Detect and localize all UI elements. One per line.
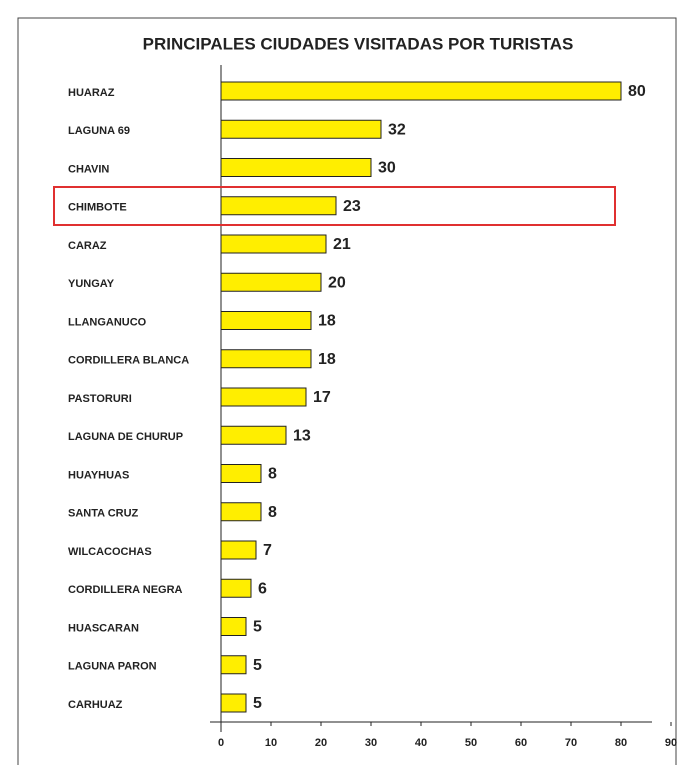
x-tick-label: 80	[615, 737, 627, 749]
bar	[220, 578, 252, 598]
bar	[220, 158, 372, 177]
value-label: 80	[628, 83, 646, 100]
bar	[220, 349, 312, 369]
bar	[220, 655, 247, 675]
bar	[220, 502, 262, 522]
x-tick-label: 20	[315, 737, 327, 749]
bar	[220, 234, 327, 254]
category-label: YUNGAY	[68, 278, 115, 290]
bar	[220, 387, 307, 407]
category-label: PASTORURI	[68, 393, 132, 405]
value-label: 18	[318, 351, 336, 368]
bar	[220, 693, 247, 713]
x-tick-label: 10	[265, 737, 277, 749]
value-label: 5	[253, 657, 262, 674]
category-label: LLANGANUCO	[68, 316, 147, 328]
value-label: 23	[343, 198, 361, 215]
category-label: LAGUNA DE CHURUP	[68, 431, 183, 443]
category-label: SANTA CRUZ	[68, 508, 139, 520]
value-label: 5	[253, 695, 262, 712]
bar	[220, 81, 622, 101]
x-tick-label: 40	[415, 737, 427, 749]
value-label: 20	[328, 274, 346, 291]
category-label: CARAZ	[68, 240, 107, 252]
value-label: 21	[333, 236, 351, 253]
bar	[220, 617, 247, 636]
value-label: 5	[253, 619, 262, 636]
x-tick-label: 90	[665, 737, 677, 749]
value-label: 8	[268, 504, 277, 521]
category-label: HUASCARAN	[68, 622, 139, 634]
value-label: 13	[293, 427, 311, 444]
x-tick-label: 70	[565, 737, 577, 749]
chart-title: PRINCIPALES CIUDADES VISITADAS POR TURIS…	[143, 34, 574, 53]
category-label: HUAYHUAS	[68, 469, 129, 481]
category-label: CORDILLERA BLANCA	[68, 355, 189, 367]
frame	[17, 17, 677, 765]
value-label: 30	[378, 160, 396, 177]
value-label: 8	[268, 466, 277, 483]
x-tick-label: 50	[465, 737, 477, 749]
bar	[220, 540, 257, 560]
x-tick-label: 0	[218, 737, 224, 749]
value-label: 32	[388, 121, 406, 138]
category-label: CORDILLERA NEGRA	[68, 584, 183, 596]
bar	[220, 119, 382, 139]
value-label: 7	[263, 542, 272, 559]
category-label: CARHUAZ	[68, 699, 123, 711]
highlight-box	[53, 186, 616, 226]
category-label: WILCACOCHAS	[68, 546, 152, 558]
x-tick-label: 30	[365, 737, 377, 749]
category-label: LAGUNA 69	[68, 125, 130, 137]
category-label: CHAVIN	[68, 163, 109, 175]
bar	[220, 425, 287, 445]
value-label: 6	[258, 580, 267, 597]
category-label: HUARAZ	[68, 87, 115, 99]
value-label: 18	[318, 313, 336, 330]
category-label: LAGUNA PARON	[68, 661, 157, 673]
value-label: 17	[313, 389, 331, 406]
category-label: CHIMBOTE	[68, 202, 127, 214]
bar	[220, 311, 312, 330]
bar	[220, 196, 337, 216]
bar	[220, 464, 262, 483]
x-tick-label: 60	[515, 737, 527, 749]
bar	[220, 272, 322, 292]
